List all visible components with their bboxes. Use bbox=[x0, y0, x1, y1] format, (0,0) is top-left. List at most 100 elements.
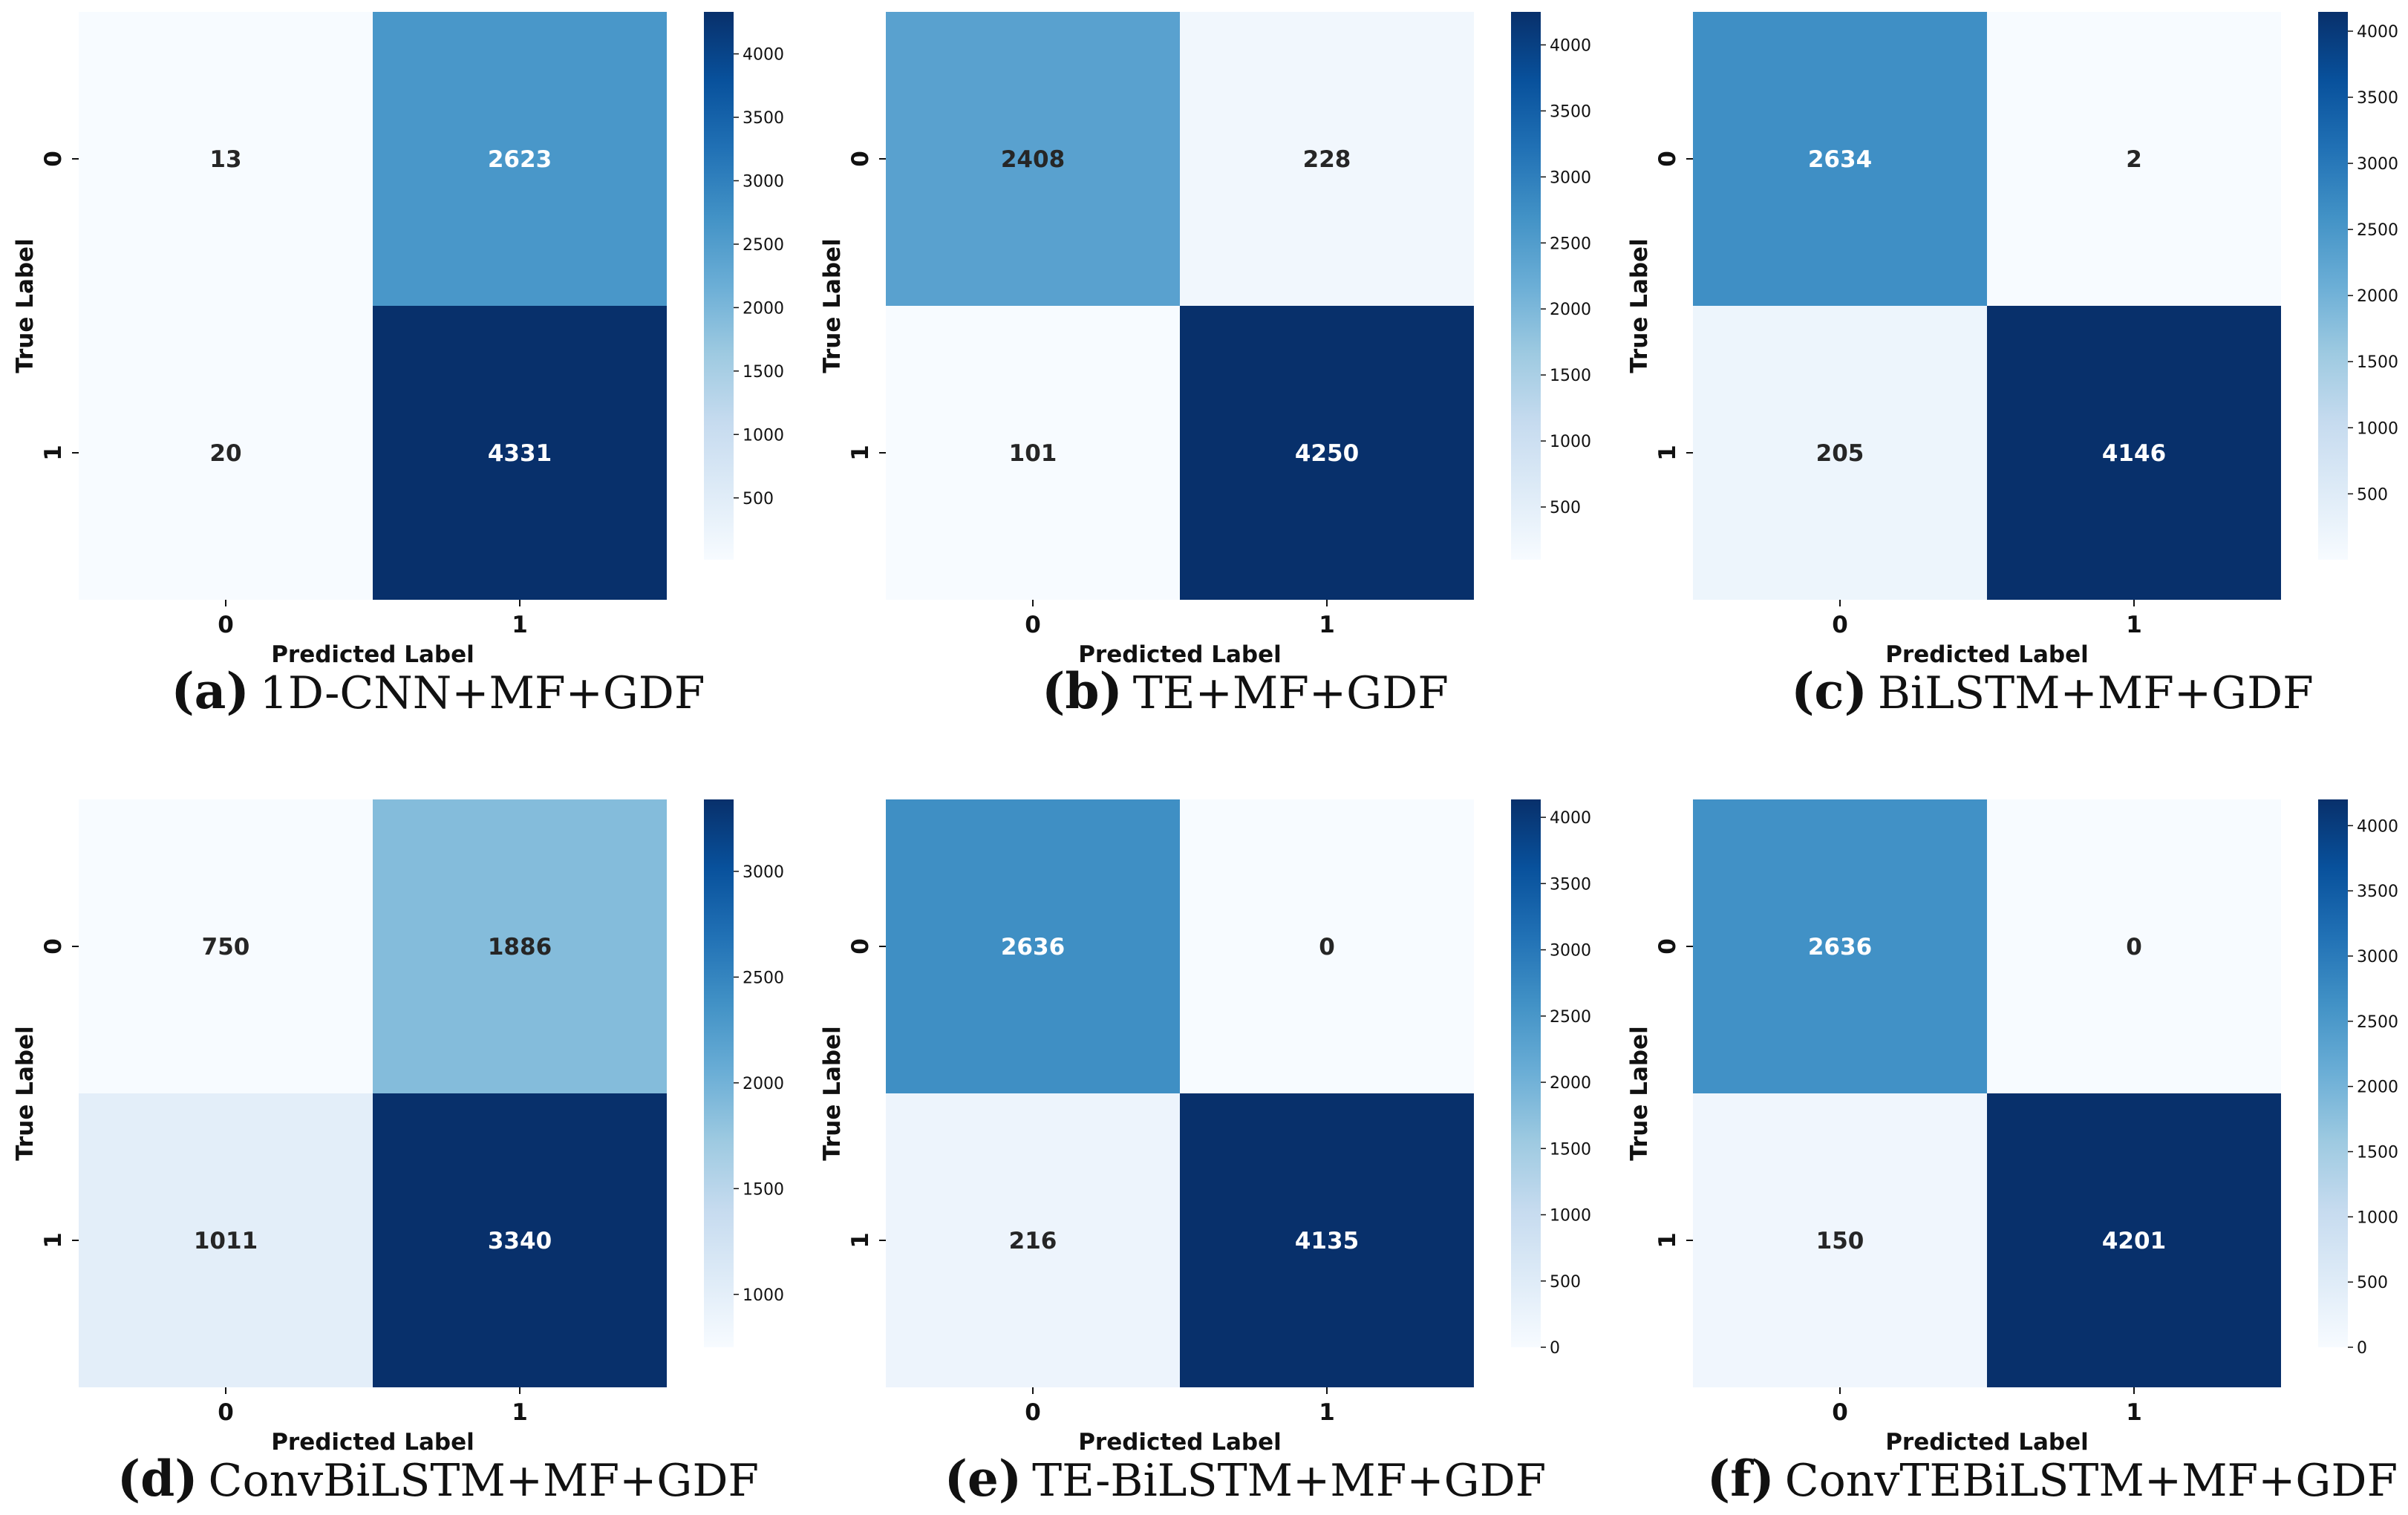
caption-letter: (d) bbox=[117, 1450, 198, 1508]
cell-value-label: 101 bbox=[1009, 440, 1057, 467]
cell-value-label: 4201 bbox=[2102, 1228, 2166, 1254]
heatmap-cell bbox=[1180, 799, 1474, 1093]
cell-value-label: 2634 bbox=[1808, 146, 1872, 173]
colorbar bbox=[704, 12, 734, 560]
y-tick-label: 0 bbox=[1654, 151, 1681, 167]
x-tick-label: 1 bbox=[1319, 612, 1335, 638]
heatmap-cell bbox=[1693, 799, 1987, 1093]
colorbar-tick-label: 3000 bbox=[743, 863, 784, 882]
y-tick-label: 0 bbox=[847, 151, 874, 167]
colorbar-tick-label: 500 bbox=[2357, 1274, 2388, 1292]
colorbar-tick-label: 2000 bbox=[1550, 1074, 1591, 1093]
colorbar bbox=[2318, 12, 2348, 560]
y-axis-label: True Label bbox=[819, 1026, 846, 1160]
cell-value-label: 2 bbox=[2126, 146, 2142, 173]
colorbar-tick-label: 1000 bbox=[743, 1286, 784, 1305]
colorbar-tick-label: 3000 bbox=[1550, 942, 1591, 961]
x-tick-label: 0 bbox=[1025, 612, 1041, 638]
colorbar-tick-label: 500 bbox=[1550, 499, 1581, 517]
colorbar-tick-label: 3500 bbox=[1550, 102, 1591, 121]
y-tick-label: 1 bbox=[40, 445, 67, 461]
heatmap-cell bbox=[1180, 12, 1474, 306]
colorbar-tick-label: 3000 bbox=[743, 172, 784, 191]
x-tick-label: 0 bbox=[1832, 612, 1848, 638]
panel-caption: (d) ConvBiLSTM+MF+GDF bbox=[117, 1450, 759, 1508]
colorbar-tick-label: 1000 bbox=[2357, 1208, 2398, 1227]
caption-text: TE-BiLSTM+MF+GDF bbox=[1032, 1455, 1546, 1507]
y-tick-label: 0 bbox=[40, 938, 67, 955]
colorbar bbox=[2318, 799, 2348, 1347]
colorbar-tick-label: 2000 bbox=[743, 299, 784, 318]
y-tick-label: 0 bbox=[847, 938, 874, 955]
cell-value-label: 2623 bbox=[488, 146, 552, 173]
panel-caption: (b) TE+MF+GDF bbox=[1042, 662, 1449, 720]
heatmap-cell bbox=[1693, 306, 1987, 600]
colorbar-tick-label: 2500 bbox=[1550, 235, 1591, 253]
colorbar-tick-label: 3000 bbox=[2357, 948, 2398, 966]
heatmap-cell bbox=[1180, 1093, 1474, 1387]
colorbar-tick-label: 2500 bbox=[743, 236, 784, 255]
colorbar-tick-label: 2500 bbox=[2357, 1013, 2398, 1032]
colorbar-tick-label: 4000 bbox=[1550, 36, 1591, 55]
colorbar-tick-label: 3500 bbox=[2357, 89, 2398, 108]
colorbar-tick-label: 0 bbox=[2357, 1339, 2367, 1358]
colorbar-tick-label: 1000 bbox=[2357, 419, 2398, 438]
y-tick-label: 1 bbox=[1654, 1232, 1681, 1249]
panel-caption: (a) 1D-CNN+MF+GDF bbox=[171, 662, 705, 720]
colorbar-tick-label: 2000 bbox=[1550, 301, 1591, 319]
y-tick-label: 0 bbox=[1654, 938, 1681, 955]
heatmap-cell bbox=[79, 1093, 373, 1387]
x-tick-label: 1 bbox=[2126, 1399, 2142, 1426]
colorbar-tick-label: 2500 bbox=[2357, 221, 2398, 240]
x-axis-label: Predicted Label bbox=[271, 641, 474, 668]
colorbar-tick-label: 500 bbox=[2357, 485, 2388, 504]
heatmap-cell bbox=[1987, 799, 2281, 1093]
cell-value-label: 2636 bbox=[1001, 934, 1065, 961]
caption-letter: (e) bbox=[944, 1450, 1022, 1508]
y-tick-label: 1 bbox=[40, 1232, 67, 1249]
colorbar-tick-label: 1500 bbox=[2357, 1143, 2398, 1162]
caption-letter: (c) bbox=[1791, 662, 1867, 720]
y-axis-label: True Label bbox=[12, 238, 39, 373]
x-tick-label: 0 bbox=[218, 612, 234, 638]
heatmap-cell bbox=[373, 12, 667, 306]
heatmap-cell bbox=[1693, 1093, 1987, 1387]
x-tick-label: 0 bbox=[1025, 1399, 1041, 1426]
cell-value-label: 0 bbox=[1319, 934, 1335, 961]
cell-value-label: 0 bbox=[2126, 934, 2142, 961]
heatmap-cell bbox=[373, 306, 667, 600]
cell-value-label: 216 bbox=[1009, 1228, 1057, 1254]
colorbar-tick-label: 3500 bbox=[743, 109, 784, 128]
x-tick-label: 1 bbox=[1319, 1399, 1335, 1426]
confusion-matrix-panel-a: 13 2623 20 4331 0 1 Predicted Label 0 1 True Labe… bbox=[12, 12, 784, 720]
caption-text: ConvBiLSTM+MF+GDF bbox=[209, 1455, 760, 1507]
cell-value-label: 2636 bbox=[1808, 934, 1872, 961]
y-axis-label: True Label bbox=[12, 1026, 39, 1160]
cell-value-label: 1886 bbox=[488, 934, 552, 961]
confusion-matrix-panel-f: 2636 0 150 4201 0 1 Predicted Label 0 1 True Labe… bbox=[1626, 799, 2398, 1508]
y-axis-label: True Label bbox=[819, 238, 846, 373]
x-tick-label: 1 bbox=[512, 612, 528, 638]
heatmap-cell bbox=[79, 12, 373, 306]
panel-caption: (e) TE-BiLSTM+MF+GDF bbox=[944, 1450, 1547, 1508]
colorbar-tick-label: 1000 bbox=[743, 426, 784, 445]
x-axis-label: Predicted Label bbox=[1078, 1429, 1282, 1456]
colorbar-tick-label: 1500 bbox=[1550, 367, 1591, 385]
caption-text: 1D-CNN+MF+GDF bbox=[260, 667, 705, 719]
caption-text: BiLSTM+MF+GDF bbox=[1878, 667, 2314, 719]
colorbar-tick-label: 4000 bbox=[2357, 817, 2398, 836]
colorbar-tick-label: 1000 bbox=[1550, 433, 1591, 451]
colorbar-tick-label: 1500 bbox=[1550, 1140, 1591, 1159]
caption-text: ConvTEBiLSTM+MF+GDF bbox=[1785, 1455, 2398, 1507]
cell-value-label: 20 bbox=[209, 440, 241, 467]
x-axis-label: Predicted Label bbox=[1885, 641, 2089, 668]
heatmap-cell bbox=[373, 799, 667, 1093]
colorbar-tick-label: 2500 bbox=[743, 969, 784, 987]
colorbar-tick-label: 2000 bbox=[743, 1075, 784, 1093]
panel-caption: (f) ConvTEBiLSTM+MF+GDF bbox=[1707, 1450, 2398, 1508]
cell-value-label: 228 bbox=[1303, 146, 1351, 173]
cell-value-label: 13 bbox=[209, 146, 241, 173]
cell-value-label: 205 bbox=[1816, 440, 1864, 467]
confusion-matrix-panel-c: 2634 2 205 4146 0 1 Predicted Label 0 1 True Labe… bbox=[1626, 12, 2398, 720]
colorbar-tick-label: 3000 bbox=[2357, 155, 2398, 174]
